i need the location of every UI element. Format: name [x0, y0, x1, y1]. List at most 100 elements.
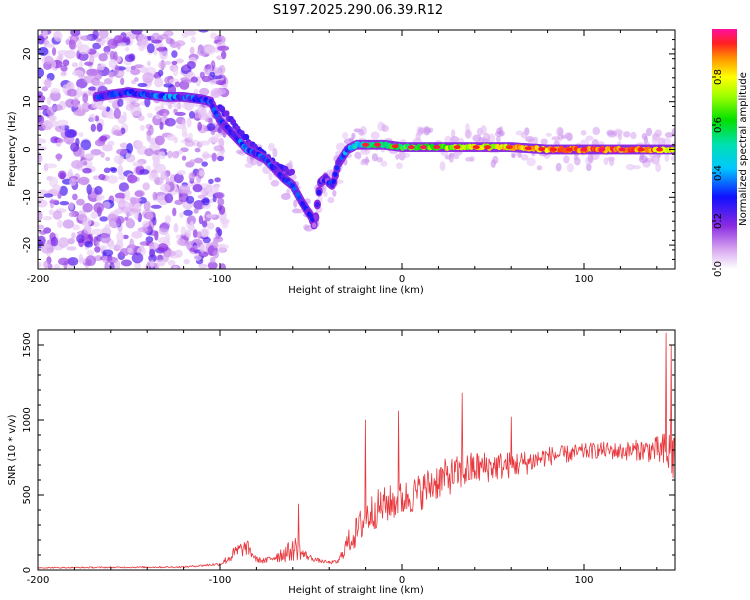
- noise-blob: [196, 231, 202, 239]
- noise-blob: [175, 234, 182, 239]
- noise-blob: [217, 244, 226, 254]
- noise-blob: [85, 255, 97, 267]
- colorbar-tick-label: 0.6: [713, 117, 724, 133]
- noise-blob: [80, 35, 93, 41]
- noise-blob: [46, 96, 52, 106]
- noise-blob: [192, 184, 203, 193]
- ridge-peak: [374, 142, 382, 147]
- noise-blob: [185, 195, 195, 204]
- noise-blob: [99, 216, 108, 222]
- halo-blob: [396, 162, 403, 170]
- halo-blob: [574, 157, 581, 166]
- noise-blob: [107, 213, 118, 223]
- noise-blob: [139, 124, 145, 131]
- noise-blob: [76, 198, 85, 206]
- noise-blob: [82, 92, 89, 103]
- noise-blob: [90, 211, 99, 219]
- noise-blob: [189, 46, 195, 55]
- noise-blob: [106, 175, 119, 184]
- noise-blob: [156, 259, 166, 267]
- noise-blob: [102, 201, 111, 209]
- halo-blob: [515, 130, 525, 136]
- spectrogram-ylabel: Frequency (Hz): [7, 111, 18, 187]
- halo-blob: [453, 154, 460, 160]
- noise-blob: [84, 241, 94, 248]
- noise-blob: [86, 184, 92, 195]
- noise-blob: [190, 76, 199, 83]
- halo-blob: [465, 129, 471, 138]
- noise-blob: [163, 83, 174, 88]
- noise-blob: [146, 43, 155, 54]
- halo-blob: [270, 179, 280, 187]
- ridge-peak: [484, 145, 492, 150]
- snr-ylabel: SNR (10 * v/v): [7, 414, 18, 485]
- noise-blob: [108, 71, 115, 78]
- halo-blob: [402, 152, 411, 158]
- noise-blob: [184, 229, 192, 238]
- x-tick-label: -200: [27, 274, 50, 285]
- noise-blob: [133, 261, 141, 269]
- noise-blob: [93, 81, 106, 87]
- noise-blob: [72, 97, 79, 109]
- noise-blob: [94, 246, 101, 253]
- halo-blob: [524, 136, 535, 143]
- noise-blob: [215, 132, 224, 138]
- ridge-peak: [656, 147, 664, 152]
- noise-blob: [189, 159, 196, 166]
- noise-blob: [137, 115, 145, 122]
- noise-blob: [142, 220, 150, 228]
- halo-blob: [511, 153, 516, 159]
- noise-blob: [83, 224, 92, 234]
- noise-blob: [153, 49, 158, 56]
- noise-blob: [78, 147, 85, 159]
- noise-blob: [176, 238, 186, 246]
- noise-blob: [158, 61, 167, 70]
- noise-blob: [92, 175, 101, 180]
- noise-blob: [86, 249, 95, 256]
- noise-blob: [98, 30, 109, 39]
- noise-blob: [192, 229, 198, 238]
- noise-blob: [118, 175, 126, 180]
- noise-blob: [131, 252, 144, 264]
- noise-blob: [148, 124, 154, 136]
- noise-blob: [206, 123, 216, 131]
- noise-blob: [199, 87, 210, 96]
- y-tick-label: 10: [22, 95, 33, 108]
- ridge-peak: [550, 147, 558, 152]
- noise-blob: [217, 45, 230, 52]
- noise-blob: [217, 197, 225, 206]
- noise-blob: [57, 49, 69, 56]
- noise-blob: [58, 237, 70, 248]
- noise-blob: [78, 132, 84, 138]
- noise-blob: [132, 161, 144, 167]
- noise-blob: [175, 58, 184, 64]
- halo-blob: [585, 135, 594, 141]
- colorbar-tick-label: 0.4: [713, 165, 724, 181]
- noise-blob: [188, 111, 195, 119]
- noise-blob: [147, 112, 153, 119]
- noise-blob: [53, 263, 61, 269]
- noise-blob: [38, 114, 45, 125]
- noise-blob: [56, 138, 64, 144]
- halo-blob: [357, 153, 362, 160]
- noise-blob: [109, 262, 115, 269]
- noise-blob: [59, 185, 68, 196]
- noise-blob: [201, 220, 208, 228]
- noise-blob: [102, 144, 113, 152]
- noise-blob: [137, 34, 148, 46]
- noise-blob: [129, 238, 135, 250]
- noise-blob: [96, 122, 103, 133]
- noise-blob: [119, 142, 129, 149]
- noise-blob: [146, 60, 151, 67]
- ridge-point: [315, 202, 320, 208]
- noise-blob: [209, 71, 216, 78]
- noise-blob: [108, 59, 117, 69]
- noise-blob: [48, 115, 57, 122]
- y-tick-label: -10: [22, 189, 33, 205]
- noise-blob: [117, 165, 124, 176]
- noise-blob: [207, 261, 218, 269]
- noise-blob: [189, 247, 195, 252]
- halo-blob: [664, 153, 670, 162]
- noise-blob: [167, 259, 176, 266]
